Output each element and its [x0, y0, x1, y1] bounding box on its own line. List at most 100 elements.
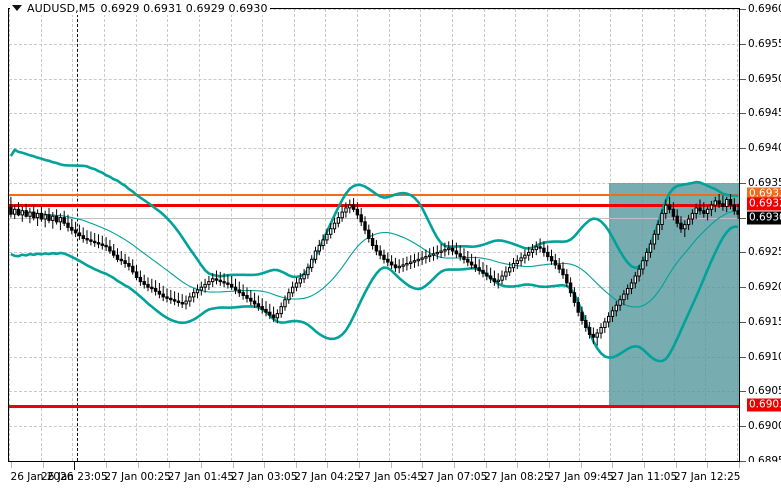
candlestick	[542, 241, 546, 257]
candlestick	[329, 223, 333, 239]
candlestick	[721, 195, 725, 211]
current-price-line[interactable]	[9, 217, 740, 219]
candlestick	[557, 257, 561, 274]
support-label[interactable]: 0.6903	[747, 398, 781, 412]
candlestick	[728, 194, 733, 210]
candlestick	[641, 256, 645, 275]
grid-line-vertical	[198, 9, 200, 461]
candlestick	[492, 270, 497, 286]
time-tick-label: 27 Jan 00:25	[104, 471, 171, 483]
time-tick-label: 27 Jan 05:45	[357, 471, 424, 483]
candlestick	[302, 269, 306, 283]
current-price-label[interactable]: 0.6930	[747, 211, 781, 225]
plot-border-left	[8, 9, 9, 462]
candlestick	[603, 317, 607, 333]
candlestick	[618, 295, 622, 311]
candlestick	[180, 294, 185, 308]
support-line[interactable]	[9, 405, 740, 409]
price-tick-label: 0.6915	[748, 315, 781, 328]
grid-line-vertical	[420, 9, 422, 461]
candlestick	[264, 301, 268, 317]
candlestick	[344, 202, 348, 218]
candlestick	[348, 199, 352, 214]
secondary-level-line[interactable]	[9, 193, 740, 196]
time-tick	[327, 462, 329, 468]
candlestick	[271, 306, 276, 322]
candlestick	[108, 239, 112, 254]
candlestick	[645, 248, 649, 267]
candlestick	[420, 251, 424, 265]
candlestick	[443, 242, 447, 257]
price-tick	[740, 43, 746, 45]
candlestick	[732, 198, 736, 215]
candlestick	[477, 259, 481, 275]
candlestick	[161, 285, 165, 302]
candlestick	[576, 296, 580, 317]
time-tick-label: 26 Jan 2026	[10, 471, 74, 483]
candlestick	[184, 295, 188, 310]
candlestick	[706, 205, 710, 221]
candlestick	[230, 276, 234, 290]
price-axis[interactable]: 0.69600.69550.69500.69450.69400.69350.69…	[740, 0, 781, 468]
candlestick	[390, 255, 394, 270]
candlestick	[454, 242, 459, 258]
secondary-level-label[interactable]: 0.6933	[747, 187, 781, 201]
candlestick	[134, 264, 139, 281]
candlestick	[169, 289, 173, 304]
grid-line-vertical	[167, 9, 169, 461]
candlestick-series	[9, 194, 740, 346]
time-tick-minor	[738, 462, 740, 468]
candlestick	[355, 202, 360, 219]
candlestick	[222, 273, 226, 288]
time-tick	[707, 462, 709, 468]
time-tick-minor	[612, 462, 614, 468]
candlestick	[157, 283, 162, 299]
candlestick	[530, 244, 535, 258]
price-tick	[740, 391, 746, 393]
time-tick-label: 27 Jan 08:25	[484, 471, 551, 483]
candlestick	[466, 251, 470, 267]
candlestick	[336, 212, 341, 228]
candlestick	[153, 280, 158, 296]
candlestick	[607, 312, 611, 328]
candlestick	[340, 206, 344, 222]
candlestick	[237, 281, 242, 297]
time-axis[interactable]: 26 Jan 2026 26 Jan 23:05 27 Jan 00:25 27 Ja…	[0, 462, 781, 489]
candlestick	[70, 219, 74, 235]
symbol-label: AUDUSD,M5	[27, 1, 96, 15]
candlestick	[622, 289, 626, 306]
candlestick	[473, 256, 478, 272]
grid-line-horizontal	[9, 356, 740, 358]
candlestick	[47, 207, 51, 224]
time-tick	[137, 462, 139, 468]
candlestick	[652, 230, 657, 250]
candlestick	[587, 321, 592, 339]
triangle-down-icon[interactable]	[12, 5, 22, 11]
price-tick	[740, 426, 746, 428]
candlestick	[500, 270, 504, 285]
candlestick	[709, 200, 714, 217]
price-series-layer	[9, 148, 740, 363]
candlestick	[431, 246, 436, 261]
candlestick	[428, 248, 432, 263]
time-tick	[264, 462, 266, 468]
grid-line-horizontal	[9, 113, 740, 115]
price-tick	[740, 182, 746, 184]
candlestick	[370, 232, 375, 250]
candlestick	[667, 196, 672, 214]
ohlc-values: 0.6929 0.6931 0.6929 0.6930	[100, 1, 268, 15]
candlestick	[538, 238, 542, 253]
resistance-line[interactable]	[9, 203, 740, 207]
candlestick	[150, 278, 154, 293]
price-tick	[740, 78, 746, 80]
candlestick	[9, 196, 13, 218]
candlestick	[496, 273, 501, 289]
bollinger-lower-band	[10, 225, 739, 363]
candlestick	[306, 263, 310, 279]
chart-plot-area[interactable]	[9, 9, 740, 461]
candlestick	[176, 292, 181, 307]
grid-line-horizontal	[9, 43, 740, 45]
candlestick	[462, 248, 466, 264]
resistance-label[interactable]: 0.6932	[747, 197, 781, 211]
